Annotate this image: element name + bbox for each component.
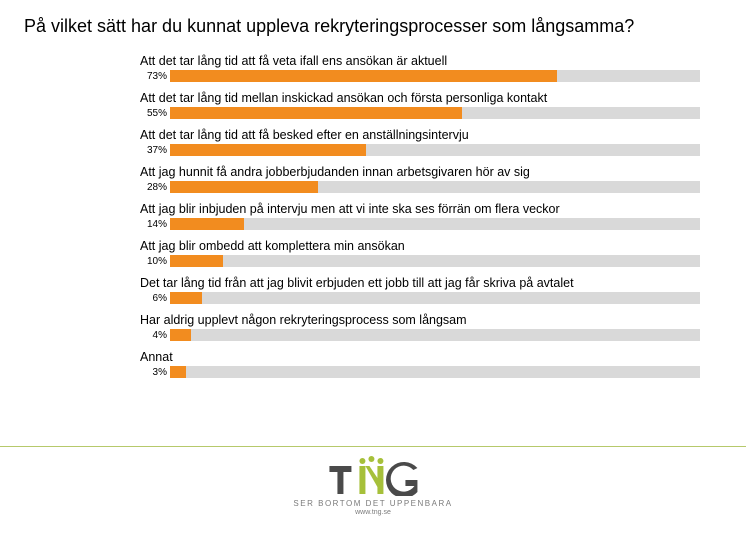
bar-percent: 6% — [140, 293, 170, 304]
bar-wrap: 55% — [140, 107, 700, 119]
bar-percent: 14% — [140, 219, 170, 230]
tng-logo-icon — [325, 456, 421, 496]
chart-row: Att det tar lång tid mellan inskickad an… — [140, 91, 700, 119]
bar-percent: 37% — [140, 145, 170, 156]
bar-label: Att jag blir ombedd att komplettera min … — [140, 239, 700, 253]
bar-percent: 4% — [140, 330, 170, 341]
chart-row: Det tar lång tid från att jag blivit erb… — [140, 276, 700, 304]
bar-percent: 28% — [140, 182, 170, 193]
chart-row: Att det tar lång tid att få veta ifall e… — [140, 54, 700, 82]
bar-label: Att det tar lång tid att få veta ifall e… — [140, 54, 700, 68]
logo-url: www.tng.se — [293, 509, 452, 516]
bar-percent: 55% — [140, 108, 170, 119]
logo-block: SER BORTOM DET UPPENBARA www.tng.se — [293, 456, 452, 516]
bar-track — [170, 144, 700, 156]
bar-wrap: 10% — [140, 255, 700, 267]
bar-fill — [170, 366, 186, 378]
chart-row: Annat 3% — [140, 350, 700, 378]
bar-percent: 73% — [140, 71, 170, 82]
bar-wrap: 14% — [140, 218, 700, 230]
bar-label: Att det tar lång tid mellan inskickad an… — [140, 91, 700, 105]
bar-fill — [170, 144, 366, 156]
bar-wrap: 3% — [140, 366, 700, 378]
bar-fill — [170, 107, 462, 119]
bar-track — [170, 292, 700, 304]
bar-track — [170, 218, 700, 230]
bar-label: Att jag hunnit få andra jobberbjudanden … — [140, 165, 700, 179]
logo-tagline: SER BORTOM DET UPPENBARA — [293, 499, 452, 508]
footer-divider — [0, 446, 746, 447]
bar-wrap: 73% — [140, 70, 700, 82]
bar-label: Att jag blir inbjuden på intervju men at… — [140, 202, 700, 216]
bar-fill — [170, 292, 202, 304]
footer: SER BORTOM DET UPPENBARA www.tng.se — [0, 446, 746, 536]
chart-row: Att jag hunnit få andra jobberbjudanden … — [140, 165, 700, 193]
bar-track — [170, 329, 700, 341]
bar-fill — [170, 255, 223, 267]
bar-track — [170, 70, 700, 82]
bar-wrap: 6% — [140, 292, 700, 304]
bar-percent: 10% — [140, 256, 170, 267]
chart-row: Att jag blir ombedd att komplettera min … — [140, 239, 700, 267]
bar-track — [170, 255, 700, 267]
bar-fill — [170, 70, 557, 82]
bar-track — [170, 181, 700, 193]
bar-label: Har aldrig upplevt någon rekryteringspro… — [140, 313, 700, 327]
bar-label: Det tar lång tid från att jag blivit erb… — [140, 276, 700, 290]
bar-fill — [170, 181, 318, 193]
bar-percent: 3% — [140, 367, 170, 378]
bar-label: Annat — [140, 350, 700, 364]
page-title: På vilket sätt har du kunnat uppleva rek… — [24, 16, 634, 37]
bar-label: Att det tar lång tid att få besked efter… — [140, 128, 700, 142]
bar-wrap: 28% — [140, 181, 700, 193]
bar-track — [170, 366, 700, 378]
bar-wrap: 4% — [140, 329, 700, 341]
chart-row: Att det tar lång tid att få besked efter… — [140, 128, 700, 156]
bar-chart: Att det tar lång tid att få veta ifall e… — [140, 54, 700, 387]
bar-track — [170, 107, 700, 119]
bar-fill — [170, 329, 191, 341]
bar-wrap: 37% — [140, 144, 700, 156]
chart-row: Har aldrig upplevt någon rekryteringspro… — [140, 313, 700, 341]
chart-row: Att jag blir inbjuden på intervju men at… — [140, 202, 700, 230]
bar-fill — [170, 218, 244, 230]
